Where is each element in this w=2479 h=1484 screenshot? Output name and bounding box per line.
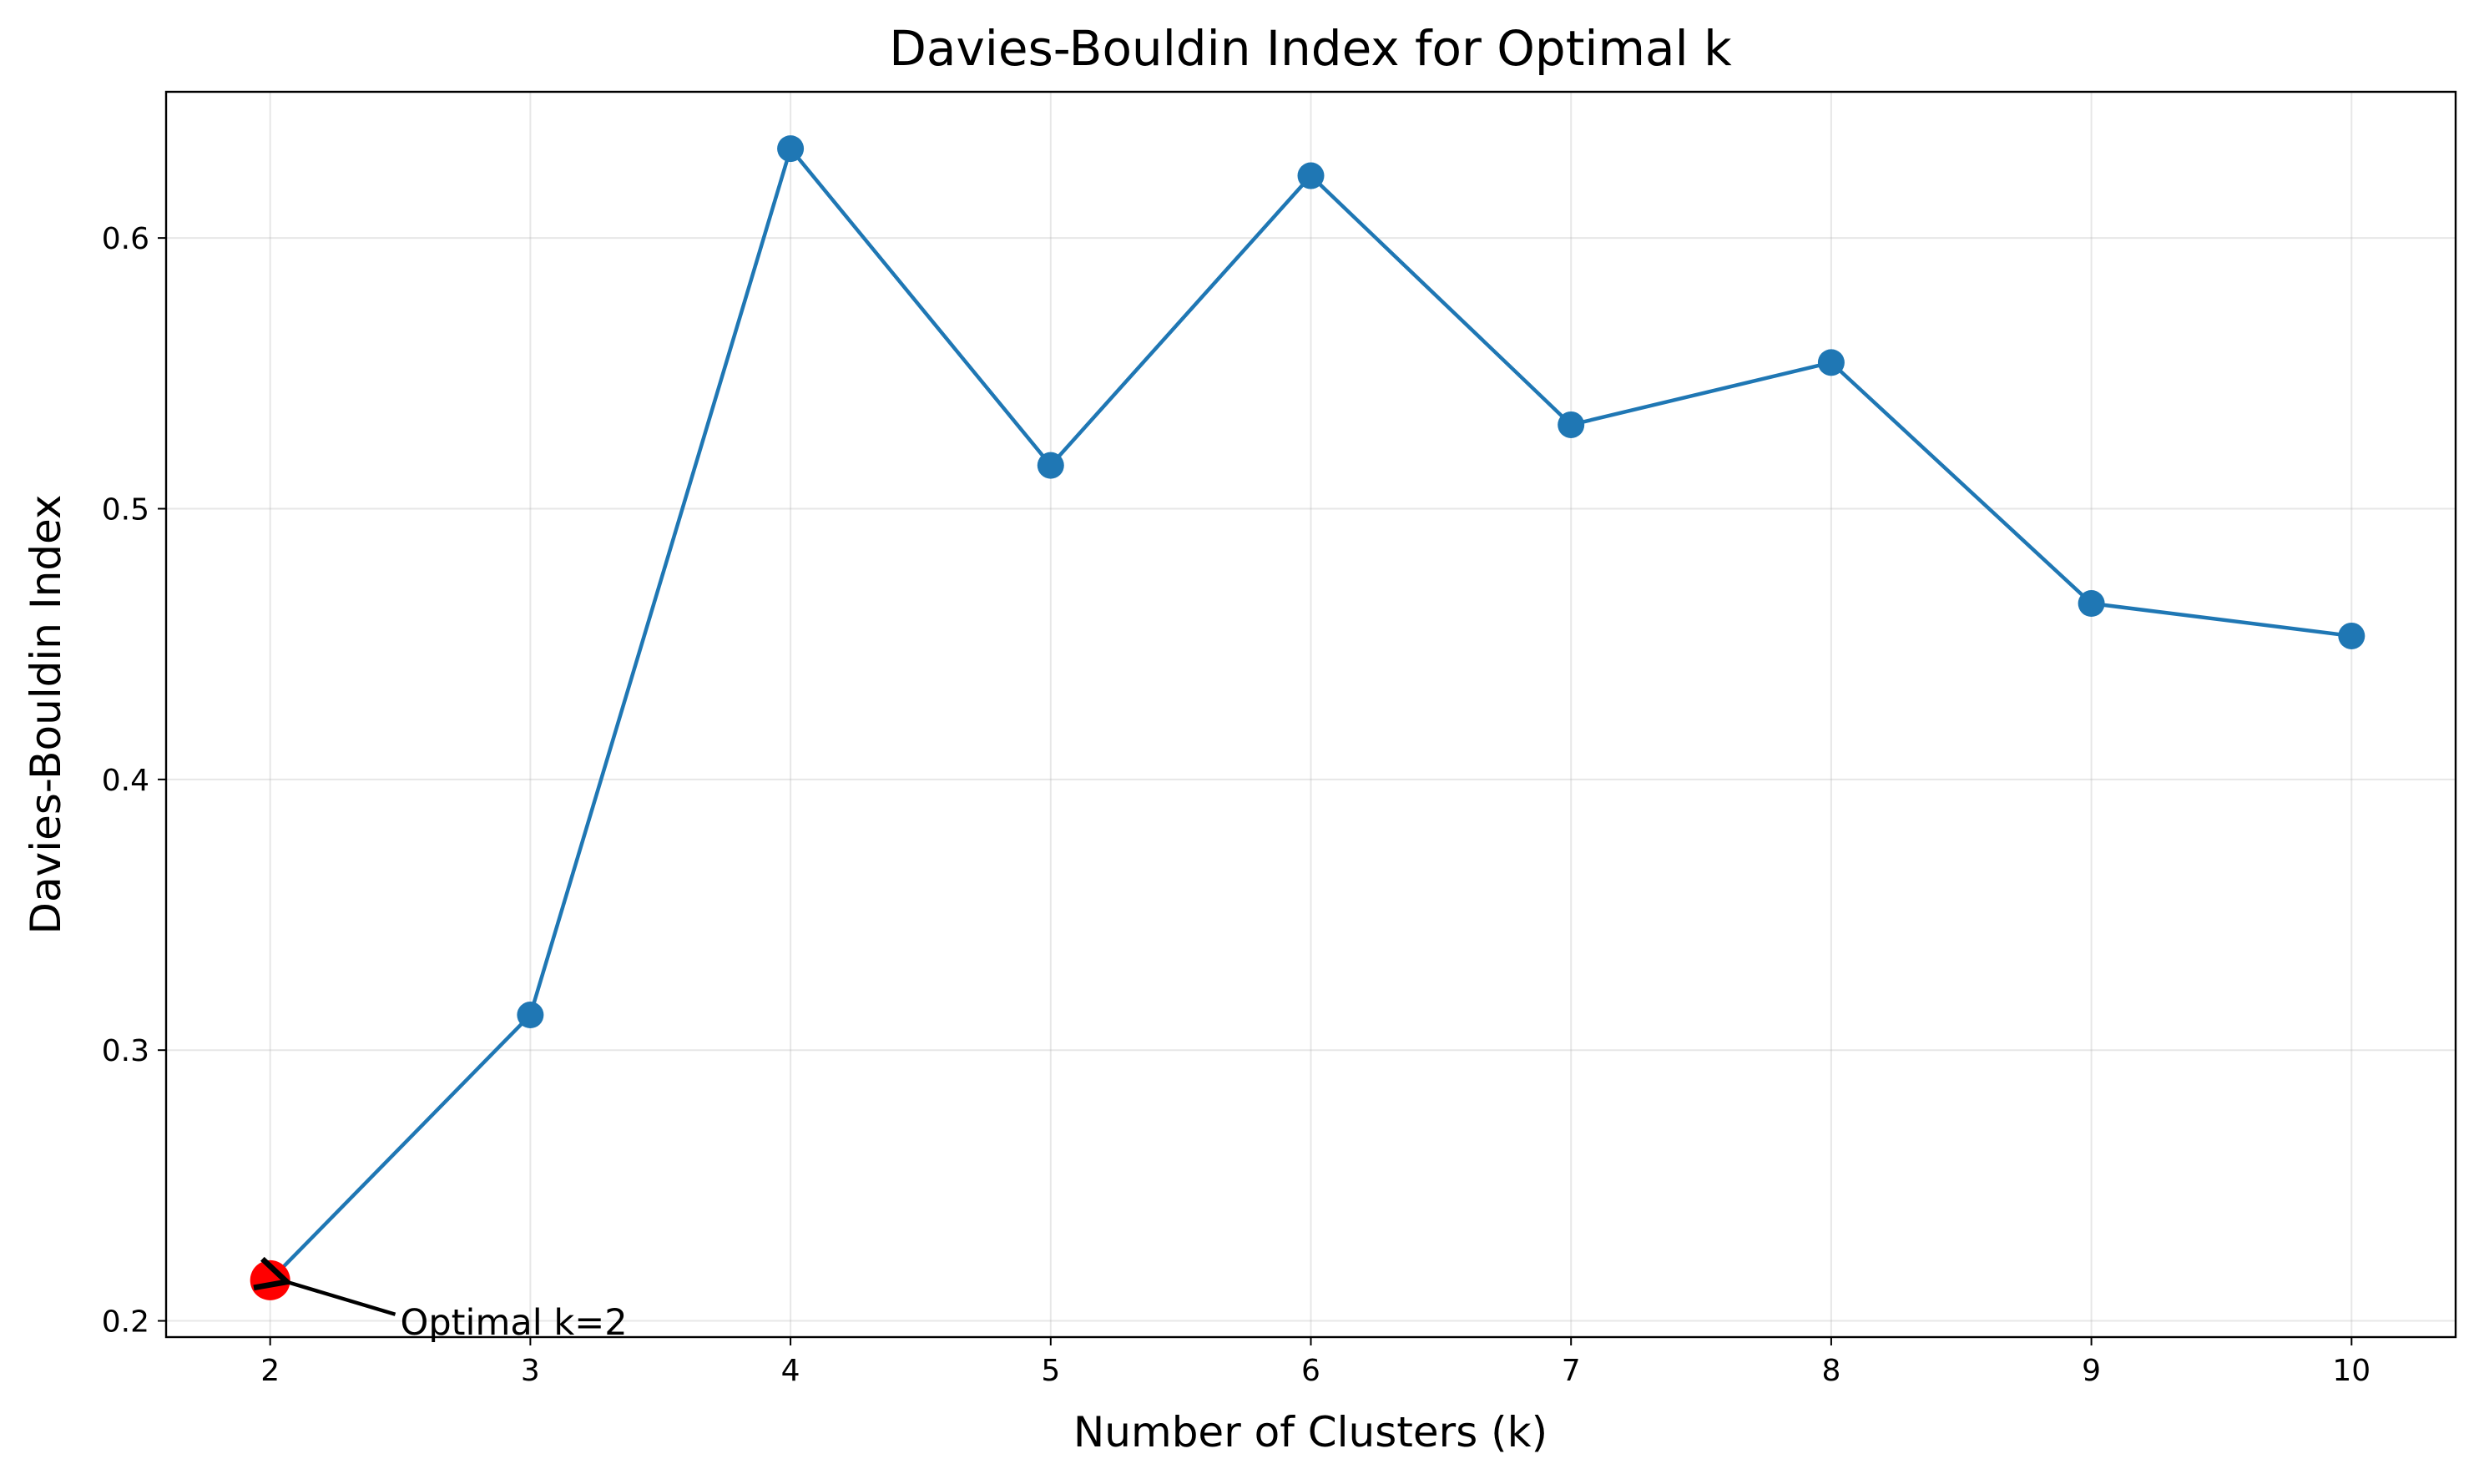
series-point [777, 135, 805, 163]
x-axis-ticks: 2 3 4 5 6 7 8 9 10 [260, 1337, 2370, 1388]
y-tick-label: 0.2 [102, 1305, 149, 1340]
x-tick-label: 5 [1041, 1354, 1060, 1388]
grid [166, 92, 2456, 1337]
annotation-arrow [287, 1282, 396, 1316]
x-tick-label: 9 [2082, 1354, 2101, 1388]
chart-title: Davies-Bouldin Index for Optimal k [889, 20, 1732, 77]
y-tick-label: 0.4 [102, 764, 149, 798]
y-tick-label: 0.5 [102, 492, 149, 527]
series-point [517, 1002, 544, 1029]
y-tick-label: 0.3 [102, 1034, 149, 1068]
y-axis-ticks: 0.2 0.3 0.4 0.5 0.6 [102, 222, 166, 1340]
y-tick-label: 0.6 [102, 222, 149, 256]
x-tick-label: 8 [1821, 1354, 1840, 1388]
optimal-point [250, 1259, 290, 1300]
x-tick-label: 2 [260, 1354, 280, 1388]
series-point [1297, 162, 1325, 189]
series-point [1037, 452, 1064, 479]
x-tick-label: 10 [2332, 1354, 2370, 1388]
y-axis-label: Davies-Bouldin Index [22, 494, 70, 934]
series-point [1558, 411, 1585, 438]
plot-background [166, 92, 2456, 1337]
series-point [2078, 590, 2105, 618]
series-point [2338, 622, 2365, 649]
x-tick-label: 4 [781, 1354, 800, 1388]
x-axis-label: Number of Clusters (k) [1073, 1408, 1547, 1456]
x-tick-label: 7 [1562, 1354, 1581, 1388]
x-tick-label: 3 [521, 1354, 540, 1388]
x-tick-label: 6 [1301, 1354, 1320, 1388]
series-point [1817, 349, 1845, 376]
